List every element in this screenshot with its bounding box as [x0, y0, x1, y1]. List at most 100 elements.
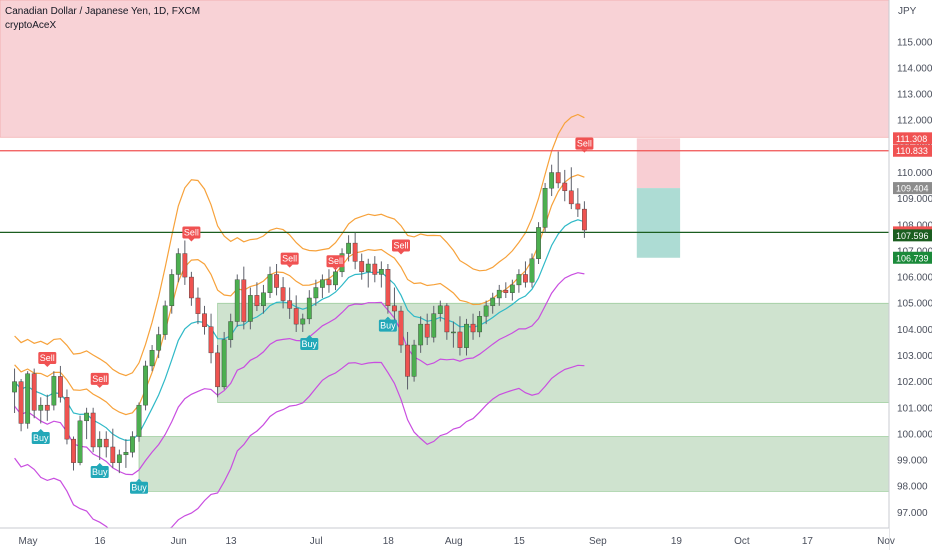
candle: [71, 436, 76, 471]
candle: [202, 305, 207, 335]
candle-body: [431, 313, 437, 338]
indicator-name[interactable]: cryptoAceX: [5, 20, 57, 31]
buy-signal[interactable]: Buy: [31, 429, 50, 445]
candle-body: [136, 404, 142, 437]
price-tag-bg: [893, 229, 932, 242]
candle-body: [25, 373, 31, 424]
zones-layer: [0, 0, 890, 492]
orange-band-lower: [14, 174, 585, 416]
sell-signal[interactable]: Sell: [38, 351, 57, 367]
candle-body: [477, 316, 482, 333]
buy-signal[interactable]: Buy: [378, 316, 397, 332]
position-reward[interactable]: [636, 188, 681, 258]
sell-signal[interactable]: Sell: [280, 252, 299, 268]
candle: [451, 321, 456, 348]
candle: [221, 331, 227, 390]
zone-support-upper: [217, 302, 890, 403]
candle: [44, 394, 50, 421]
price-tag-bg: [893, 144, 932, 157]
candle: [123, 439, 129, 468]
candle: [411, 339, 417, 382]
candle-body: [143, 365, 148, 406]
candle: [424, 313, 430, 346]
price-tag: 109.404: [893, 182, 932, 195]
candle-body: [372, 263, 378, 275]
price-tick-label: 106.000: [897, 273, 932, 284]
candle-body: [38, 404, 44, 411]
time-tick-label: Nov: [877, 536, 895, 547]
candle-body: [44, 404, 50, 411]
signal-label: Sell: [328, 256, 343, 266]
candle-body: [188, 276, 194, 299]
candle-body: [549, 172, 555, 189]
candle: [405, 331, 410, 390]
position-risk[interactable]: [636, 138, 681, 189]
signal-badge: [280, 252, 299, 265]
candle-body: [536, 227, 541, 259]
sell-signal[interactable]: Sell: [90, 372, 109, 388]
price-tick-label: 104.000: [897, 325, 932, 336]
candle: [162, 300, 168, 340]
candle-body: [12, 381, 17, 393]
candle-body: [254, 295, 260, 307]
signal-pointer: [581, 149, 588, 153]
buy-signal[interactable]: Buy: [130, 478, 148, 494]
candle: [188, 271, 194, 306]
candle-body: [84, 412, 90, 422]
price-tag-label: 111.308: [896, 134, 927, 144]
time-axis[interactable]: May 16 Jun 13 Jul 18 Aug 15 Sep 19 Oct 17 Nov: [0, 527, 895, 550]
sell-signal[interactable]: Sell: [326, 255, 345, 271]
candle: [542, 182, 548, 233]
buy-signal[interactable]: Buy: [90, 463, 109, 479]
candle-body: [496, 289, 502, 299]
candle: [378, 261, 384, 288]
sell-signal[interactable]: Sell: [575, 137, 594, 153]
buy-signal[interactable]: Buy: [300, 334, 319, 350]
candle: [326, 269, 332, 293]
candle-body: [110, 446, 116, 463]
candle: [359, 253, 365, 280]
price-tick-label: 103.000: [897, 351, 932, 362]
candle: [195, 287, 201, 325]
candle: [372, 256, 378, 283]
price-tick-label: 98.000: [897, 482, 928, 493]
candle-body: [77, 420, 83, 463]
price-tick-label: 101.000: [897, 403, 932, 414]
candle-body: [31, 373, 37, 411]
price-tick-label: 105.000: [897, 299, 932, 310]
candle: [31, 368, 37, 419]
price-axis[interactable]: JPY115.000114.000113.000112.000111.00011…: [888, 0, 932, 550]
candle: [143, 360, 148, 411]
candle: [77, 415, 83, 466]
sell-signal[interactable]: Sell: [392, 239, 410, 255]
candle: [562, 169, 568, 202]
signal-pointer: [44, 363, 51, 367]
time-tick-label: Oct: [734, 536, 750, 547]
signal-pointer: [188, 238, 195, 242]
candle-body: [470, 323, 476, 333]
candle-body: [451, 331, 456, 334]
candle-body: [162, 305, 168, 335]
candle: [247, 287, 253, 330]
signal-badge: [392, 239, 410, 252]
symbol-title[interactable]: Canadian Dollar / Japanese Yen, 1D, FXCM: [5, 6, 201, 17]
time-tick-label: 13: [225, 536, 237, 547]
signal-label: Buy: [302, 339, 318, 349]
candle-body: [523, 274, 528, 283]
price-tag-label: 106.739: [896, 253, 929, 263]
signal-pointer: [96, 463, 103, 467]
signal-badge: [90, 372, 109, 385]
candle-body: [215, 352, 220, 388]
candle: [582, 201, 587, 238]
time-tick-label: Jul: [310, 536, 323, 547]
candle-body: [359, 261, 365, 273]
candle-body: [234, 279, 240, 322]
zone-resistance: [0, 0, 890, 138]
candle-body: [562, 182, 568, 192]
candle-body: [365, 263, 371, 273]
candle-body: [103, 438, 109, 448]
sell-signal[interactable]: Sell: [182, 226, 201, 242]
candle: [575, 188, 581, 217]
